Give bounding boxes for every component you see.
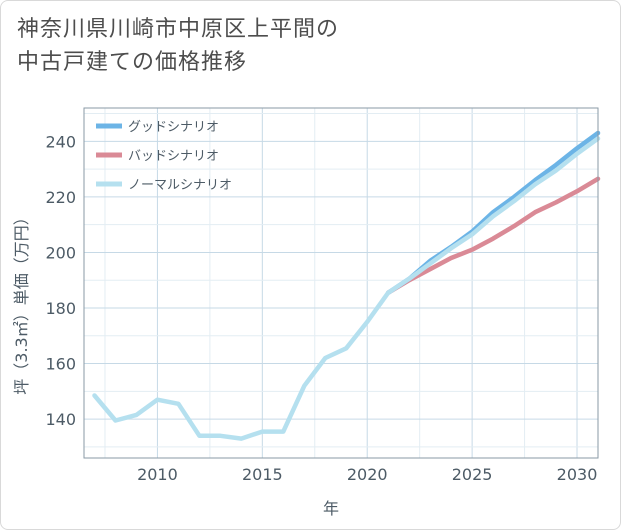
y-tick-label: 160 [45, 355, 76, 374]
x-axis-label: 年 [323, 499, 339, 518]
legend-label-0: グッドシナリオ [128, 120, 219, 135]
chart-title-line-1: 神奈川県川崎市中原区上平間の [17, 17, 340, 42]
chart-title-line-2: 中古戸建ての価格推移 [17, 50, 248, 75]
legend-label-1: バッドシナリオ [128, 149, 219, 164]
y-tick-label: 200 [45, 243, 76, 262]
y-tick-label: 240 [45, 132, 76, 151]
series-layer [92, 130, 601, 441]
series-line-2 [92, 136, 601, 441]
y-axis-ticks: 140 160 180 200 220 240 [45, 132, 76, 429]
y-tick-label: 220 [45, 188, 76, 207]
chart-title: 神奈川県川崎市中原区上平間の 中古戸建ての価格推移 [17, 13, 339, 79]
x-axis-ticks: 2010 2015 2020 2025 2030 [137, 465, 597, 484]
y-tick-label: 180 [45, 299, 76, 318]
x-tick-label: 2030 [557, 465, 598, 484]
y-tick-label: 140 [45, 410, 76, 429]
grid [84, 108, 598, 458]
legend-label-2: ノーマルシナリオ [128, 178, 232, 193]
x-tick-label: 2015 [242, 465, 283, 484]
series-line-1 [385, 176, 601, 295]
y-axis-label: 坪（3.3㎡）単価（万円） [12, 209, 31, 394]
x-tick-label: 2020 [347, 465, 388, 484]
x-tick-label: 2025 [452, 465, 493, 484]
plot-frame [83, 107, 599, 459]
x-tick-label: 2010 [137, 465, 178, 484]
